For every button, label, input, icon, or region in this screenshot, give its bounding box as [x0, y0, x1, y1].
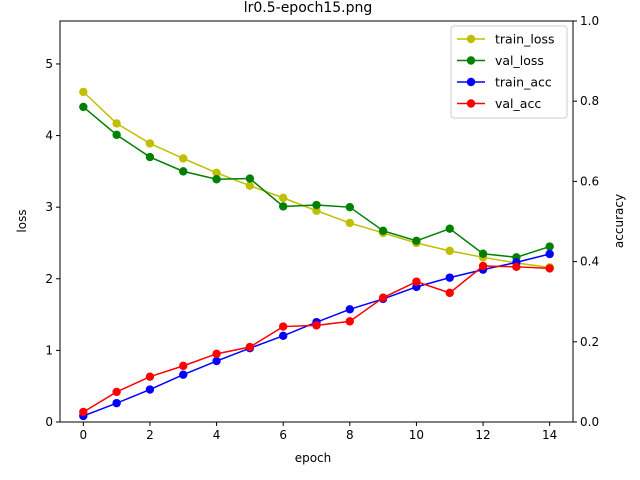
data-point-val_acc — [378, 293, 388, 302]
data-point-train_acc — [212, 356, 221, 366]
x-tick-label: 2 — [146, 428, 154, 442]
y-tick-label: 3 — [45, 200, 53, 214]
data-point-val_acc — [278, 322, 288, 331]
y2-tick-label: 0.0 — [580, 415, 599, 429]
x-tick-label: 0 — [79, 428, 87, 442]
x-tick-label: 14 — [542, 428, 557, 442]
series-layer — [79, 87, 554, 421]
legend-label-val_acc: val_acc — [495, 96, 541, 111]
x-tick-label: 10 — [409, 428, 424, 442]
legend-marker-val_loss — [466, 56, 476, 65]
legend: train_loss val_loss train_acc val_acc — [450, 25, 568, 119]
legend-label-val_loss: val_loss — [495, 53, 544, 68]
data-point-train_loss — [445, 246, 454, 256]
x-tick-label: 12 — [475, 428, 490, 442]
y2-tick-label: 0.2 — [580, 335, 599, 349]
y2-tick-label: 0.8 — [580, 94, 599, 108]
data-point-val_acc — [412, 277, 421, 286]
series-line-val_loss — [82, 106, 550, 259]
y-axis-left: 0 1 2 3 4 5 — [45, 57, 60, 429]
x-tick-label: 6 — [279, 428, 287, 442]
data-point-val_acc — [345, 317, 355, 326]
data-point-val_loss — [312, 200, 321, 210]
data-point-train_loss — [112, 119, 121, 128]
data-point-train_acc — [545, 249, 554, 259]
data-point-val_loss — [112, 130, 121, 140]
data-point-train_acc — [145, 385, 155, 394]
data-point-val_loss — [145, 152, 155, 162]
legend-marker-train_acc — [466, 77, 476, 87]
data-point-val_loss — [445, 224, 454, 233]
data-point-val_loss — [478, 249, 488, 258]
data-point-val_loss — [378, 226, 388, 236]
x-axis: 0 2 4 6 8 10 12 14 — [79, 422, 557, 442]
y2-tick-label: 0.4 — [580, 255, 599, 269]
data-point-train_loss — [212, 168, 221, 178]
y2-axis-label: accuracy — [612, 194, 626, 248]
data-point-val_acc — [212, 349, 221, 359]
data-point-val_acc — [179, 361, 188, 371]
x-axis-label: epoch — [295, 451, 332, 465]
data-point-train_acc — [445, 273, 454, 282]
y-tick-label: 2 — [45, 272, 53, 286]
y-tick-label: 1 — [45, 343, 53, 357]
chart-title: lr0.5-epoch15.png — [244, 0, 373, 16]
plot-frame — [59, 20, 574, 423]
y-tick-label: 0 — [45, 415, 53, 429]
data-point-train_loss — [278, 193, 288, 203]
data-point-val_acc — [145, 372, 155, 381]
legend-marker-train_loss — [466, 34, 476, 44]
y-tick-label: 4 — [45, 129, 53, 143]
data-point-train_loss — [145, 139, 155, 148]
y-tick-label: 5 — [45, 57, 53, 71]
data-point-val_acc — [478, 261, 488, 271]
data-point-train_loss — [245, 181, 255, 190]
data-point-val_loss — [545, 242, 554, 251]
data-point-train_acc — [278, 331, 288, 340]
x-tick-label: 8 — [346, 428, 354, 442]
legend-label-train_acc: train_acc — [495, 75, 552, 90]
data-point-val_acc — [512, 262, 521, 272]
data-point-val_acc — [79, 407, 88, 417]
data-point-train_loss — [79, 87, 88, 97]
data-point-val_acc — [545, 264, 554, 273]
data-point-val_loss — [179, 167, 188, 176]
data-point-val_loss — [212, 175, 221, 184]
data-point-val_acc — [112, 387, 121, 397]
x-tick-label: 4 — [213, 428, 221, 442]
data-point-val_acc — [445, 288, 454, 298]
y-axis-label: loss — [15, 209, 29, 232]
legend-box — [450, 25, 568, 119]
legend-label-train_loss: train_loss — [495, 32, 555, 47]
data-point-val_loss — [345, 202, 355, 212]
data-point-val_loss — [278, 202, 288, 211]
data-point-val_loss — [412, 236, 421, 246]
legend-marker-val_acc — [466, 99, 476, 108]
data-point-train_acc — [345, 305, 355, 314]
data-point-val_loss — [79, 102, 88, 112]
data-point-val_loss — [245, 174, 255, 183]
data-point-train_acc — [179, 370, 188, 379]
data-point-train_loss — [345, 218, 355, 228]
data-point-train_acc — [112, 398, 121, 408]
data-point-train_loss — [179, 154, 188, 163]
y-axis-right: 0.0 0.2 0.4 0.6 0.8 1.0 — [573, 14, 599, 429]
y2-tick-label: 1.0 — [580, 14, 599, 28]
y2-tick-label: 0.6 — [580, 174, 599, 188]
data-point-val_acc — [245, 342, 255, 352]
data-point-val_acc — [312, 321, 321, 330]
